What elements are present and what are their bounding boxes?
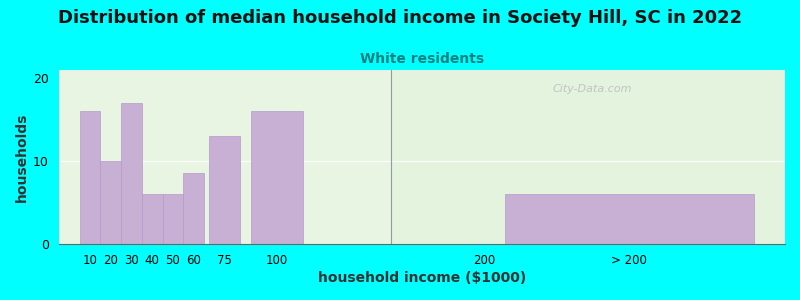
- Text: City-Data.com: City-Data.com: [553, 84, 632, 94]
- Bar: [100, 161, 121, 244]
- Bar: [250, 111, 302, 244]
- Bar: [162, 194, 183, 244]
- Bar: [390, 70, 800, 244]
- Text: Distribution of median household income in Society Hill, SC in 2022: Distribution of median household income …: [58, 9, 742, 27]
- Bar: [209, 136, 240, 244]
- Bar: [121, 103, 142, 244]
- Bar: [505, 194, 754, 244]
- Text: White residents: White residents: [360, 52, 484, 66]
- X-axis label: household income ($1000): household income ($1000): [318, 271, 526, 285]
- Bar: [142, 194, 162, 244]
- Bar: [183, 173, 204, 244]
- Bar: [79, 111, 100, 244]
- Y-axis label: households: households: [15, 112, 29, 202]
